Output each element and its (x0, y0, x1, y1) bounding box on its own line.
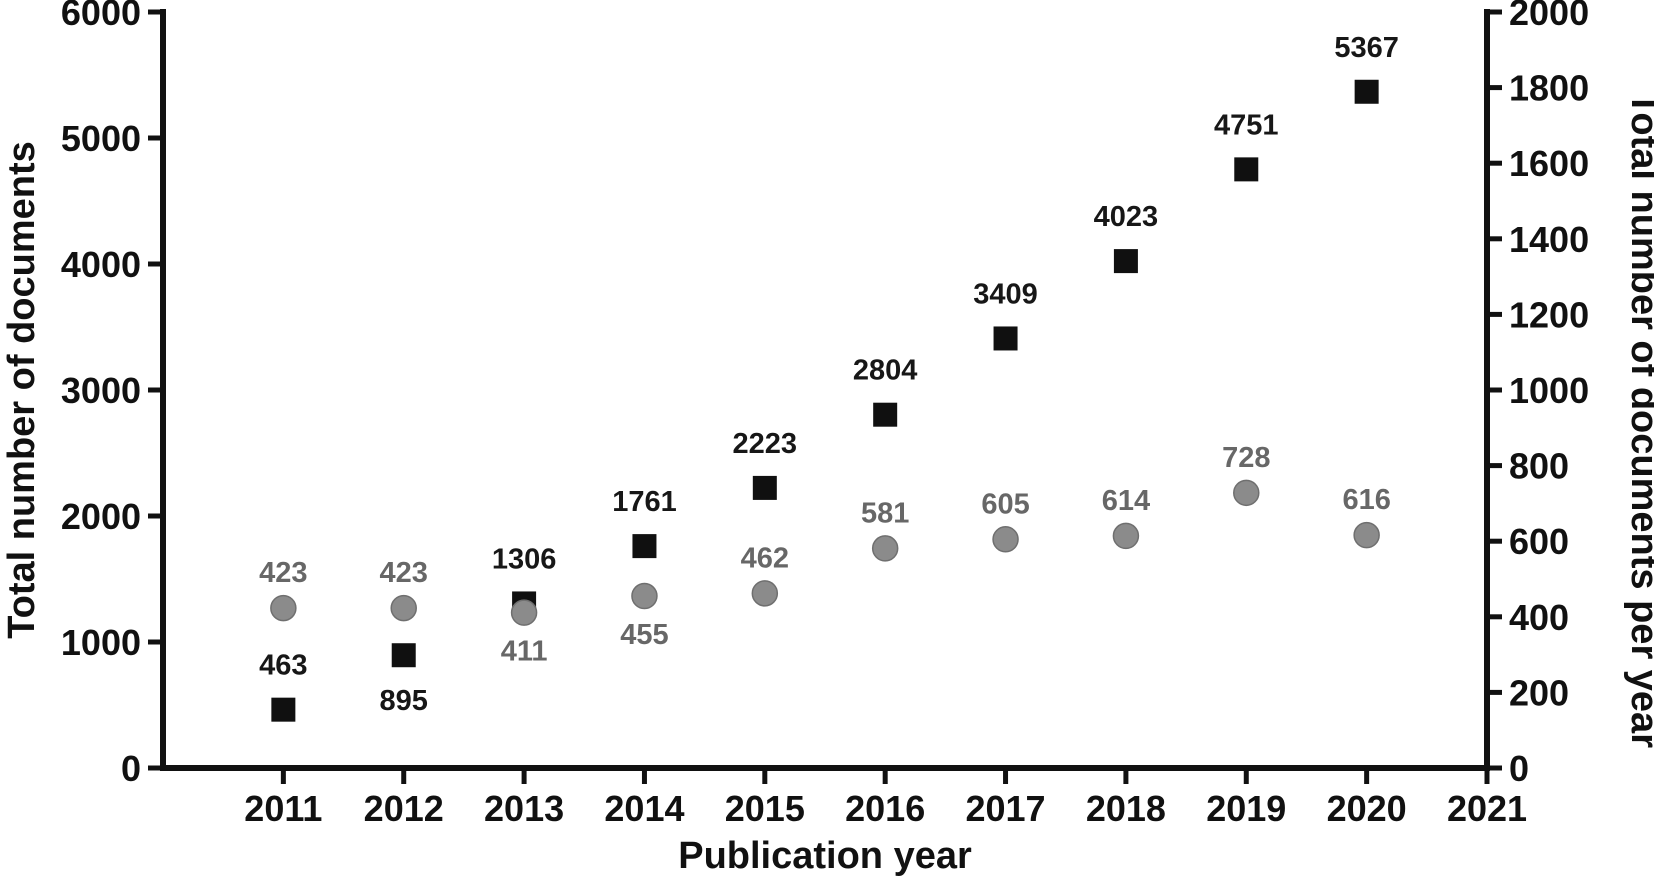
data-label: 616 (1342, 484, 1390, 516)
data-label: 1761 (612, 486, 677, 518)
circle-marker (1112, 522, 1140, 550)
right-axis-tick-label: 400 (1509, 597, 1569, 638)
right-axis-tick-label: 200 (1509, 672, 1569, 713)
circle-marker (751, 580, 779, 607)
data-label: 455 (620, 619, 668, 651)
right-axis-tick-label: 1000 (1509, 370, 1589, 411)
circle-marker (871, 535, 899, 562)
data-label: 2804 (853, 355, 918, 387)
x-axis-tick-label: 2020 (1327, 788, 1407, 829)
data-label: 895 (380, 685, 428, 717)
circle-marker (992, 526, 1019, 553)
x-axis-title: Publication year (678, 835, 972, 877)
right-axis-tick-label: 2000 (1509, 0, 1589, 33)
x-axis-tick-label: 2016 (845, 788, 925, 829)
data-label: 605 (981, 488, 1029, 520)
circle-marker (270, 594, 297, 622)
data-label: 411 (501, 636, 548, 668)
x-axis-tick-label: 2012 (364, 788, 444, 829)
square-marker (1234, 157, 1259, 182)
data-label: 581 (861, 497, 909, 529)
x-axis-tick-label: 2018 (1086, 788, 1166, 829)
right-axis-tick-label: 1400 (1509, 219, 1589, 260)
left-axis-tick-label: 0 (121, 748, 141, 789)
data-label: 728 (1222, 442, 1270, 474)
right-axis-tick-label: 1600 (1509, 143, 1589, 184)
square-marker (752, 475, 777, 500)
data-label: 4023 (1094, 201, 1159, 233)
data-label: 423 (380, 557, 428, 589)
circle-marker (631, 582, 658, 610)
data-label: 3409 (973, 278, 1038, 310)
circle-marker (390, 594, 417, 622)
left-axis-tick-label: 2000 (61, 496, 141, 537)
right-axis-tick-label: 600 (1509, 521, 1569, 562)
x-axis-tick-label: 2015 (725, 788, 805, 829)
data-label: 462 (741, 542, 789, 574)
x-axis-tick-label: 2021 (1447, 788, 1527, 829)
data-label: 614 (1102, 485, 1150, 517)
right-axis-tick-label: 1800 (1509, 68, 1589, 109)
data-label: 2223 (733, 428, 798, 460)
square-marker (271, 697, 296, 722)
data-label: 1306 (492, 543, 557, 575)
x-axis-tick-label: 2011 (244, 788, 322, 829)
data-label: 463 (259, 650, 307, 682)
right-axis-tick-label: 800 (1509, 446, 1569, 487)
x-axis-tick-label: 2019 (1206, 788, 1286, 829)
square-marker (1354, 79, 1379, 104)
left-axis-tick-label: 3000 (61, 370, 141, 411)
data-label: 423 (259, 557, 307, 589)
left-axis-tick-label: 6000 (61, 0, 141, 33)
square-marker (873, 402, 898, 427)
square-marker (632, 534, 657, 559)
right-axis-tick-label: 0 (1509, 748, 1529, 789)
circle-marker (1233, 479, 1260, 507)
x-axis-tick-label: 2013 (484, 788, 564, 829)
circle-marker (510, 599, 538, 626)
data-label: 5367 (1334, 32, 1399, 64)
x-axis-tick-label: 2017 (965, 788, 1045, 829)
circle-marker (1353, 521, 1380, 549)
left-y-axis-title: Total number of documents (1, 141, 43, 639)
left-axis-tick-label: 4000 (61, 244, 141, 285)
left-axis-tick-label: 5000 (61, 118, 141, 159)
data-label: 4751 (1214, 109, 1279, 141)
x-axis-tick-label: 2014 (604, 788, 684, 829)
right-axis-tick-label: 1200 (1509, 294, 1589, 335)
left-axis-tick-label: 1000 (61, 622, 141, 663)
square-marker (993, 326, 1018, 351)
right-y-axis-title: Total number of documents per year (1623, 92, 1654, 748)
square-marker (1113, 249, 1138, 274)
square-marker (391, 643, 416, 668)
